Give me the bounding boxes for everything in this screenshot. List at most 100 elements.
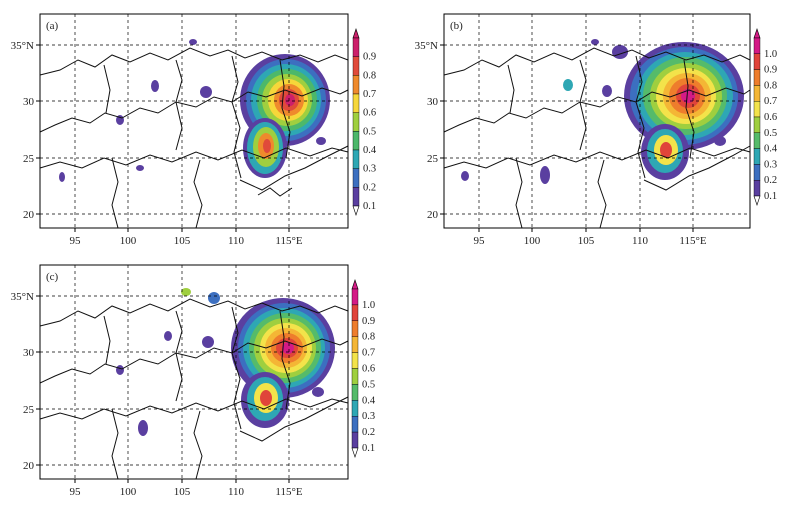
colorbar-label: 0.4 bbox=[363, 145, 377, 156]
colorbar-swatch bbox=[351, 336, 359, 353]
colorbar-swatch bbox=[753, 69, 761, 86]
panel-label: (a) bbox=[46, 20, 59, 32]
colorbar-label: 0.3 bbox=[362, 411, 375, 422]
map-frame-outline bbox=[39, 13, 349, 229]
colorbar-swatch bbox=[351, 304, 359, 321]
colorbar-top-extension bbox=[351, 279, 359, 290]
colorbar-top-extension bbox=[352, 28, 360, 39]
colorbar-swatch bbox=[753, 164, 761, 181]
colorbar-label: 0.8 bbox=[764, 80, 777, 91]
y-tick-label: 20 bbox=[23, 209, 35, 221]
colorbar-bottom-extension bbox=[753, 195, 761, 206]
colorbar-label: 0.4 bbox=[362, 395, 376, 406]
colorbar-swatch bbox=[352, 168, 360, 188]
colorbar-label: 0.2 bbox=[362, 427, 375, 438]
colorbar-swatch bbox=[753, 116, 761, 134]
y-tick-label: 25 bbox=[23, 404, 35, 416]
colorbar-label: 0.3 bbox=[764, 159, 777, 170]
x-tick-label: 105 bbox=[174, 235, 191, 247]
colorbar-swatch bbox=[352, 56, 360, 76]
precipitation-field bbox=[59, 39, 330, 182]
x-tick-label: 115°E bbox=[275, 486, 302, 498]
colorbar-label: 0.8 bbox=[363, 70, 376, 81]
y-tick-label: 30 bbox=[23, 347, 35, 359]
colorbar: 0.9 0.8 0.7 0.6 0.5 0.4 0.3 0.2 0.1 bbox=[352, 28, 377, 216]
y-tick-label: 30 bbox=[23, 96, 35, 108]
province-borders bbox=[39, 298, 349, 480]
colorbar-label: 0.5 bbox=[362, 379, 375, 390]
colorbar-swatch bbox=[352, 75, 360, 95]
colorbar-swatch bbox=[351, 416, 359, 433]
y-axis: 35°N 30 25 20 bbox=[11, 291, 40, 472]
colorbar-swatch bbox=[753, 179, 761, 197]
province-borders bbox=[39, 47, 349, 229]
x-axis: 95 100 105 110 115°E bbox=[70, 228, 303, 247]
y-tick-label: 20 bbox=[427, 209, 439, 221]
colorbar-bottom-extension bbox=[351, 447, 359, 458]
precipitation-field bbox=[116, 288, 335, 436]
colorbar-swatch bbox=[352, 131, 360, 151]
colorbar-label: 1.0 bbox=[362, 300, 375, 311]
colorbar-swatch bbox=[753, 148, 761, 165]
y-tick-label: 35°N bbox=[415, 40, 438, 52]
colorbar-swatch bbox=[352, 112, 360, 132]
y-tick-label: 25 bbox=[23, 153, 35, 165]
colorbar-label: 0.1 bbox=[362, 443, 375, 454]
colorbar-swatch bbox=[753, 85, 761, 102]
x-tick-label: 110 bbox=[632, 235, 649, 247]
colorbar-label: 0.1 bbox=[764, 191, 777, 202]
colorbar-label: 0.3 bbox=[363, 164, 376, 175]
colorbar-label: 0.9 bbox=[363, 52, 376, 63]
colorbar: 1.0 0.9 0.8 0.7 0.6 0.5 0.4 0.3 0.2 0.1 bbox=[753, 28, 778, 206]
x-tick-label: 100 bbox=[120, 486, 137, 498]
panel-label: (b) bbox=[450, 20, 463, 32]
panel-b: (b) 95 100 105 110 115°E 35°N 30 25 20 1.0 0.9 0.… bbox=[415, 13, 778, 247]
colorbar-label: 0.2 bbox=[363, 182, 376, 193]
colorbar-swatch bbox=[351, 384, 359, 401]
x-tick-label: 100 bbox=[120, 235, 137, 247]
x-tick-label: 105 bbox=[578, 235, 595, 247]
y-tick-label: 25 bbox=[427, 153, 439, 165]
map-frame-outline bbox=[443, 13, 751, 229]
colorbar-label: 0.6 bbox=[363, 108, 376, 119]
x-tick-label: 100 bbox=[524, 235, 541, 247]
x-tick-label: 95 bbox=[70, 235, 82, 247]
y-tick-label: 30 bbox=[427, 96, 439, 108]
x-tick-label: 115°E bbox=[275, 235, 302, 247]
map-grid bbox=[444, 14, 750, 228]
panel-label: (c) bbox=[46, 271, 59, 283]
x-tick-label: 95 bbox=[474, 235, 486, 247]
x-tick-label: 110 bbox=[228, 235, 245, 247]
colorbar-swatch bbox=[351, 288, 359, 306]
colorbar-swatch bbox=[351, 352, 359, 369]
colorbar-label: 0.7 bbox=[764, 96, 777, 107]
x-axis: 95 100 105 110 115°E bbox=[474, 228, 707, 247]
map-frame-outline bbox=[39, 264, 349, 480]
colorbar-label: 0.9 bbox=[764, 65, 777, 76]
colorbar: 1.0 0.9 0.8 0.7 0.6 0.5 0.4 0.3 0.2 0.1 bbox=[351, 279, 376, 458]
colorbar-label: 0.5 bbox=[363, 126, 376, 137]
panel-c: (c) 95 100 105 110 115°E 35°N 30 25 20 1.0 0.9 0.… bbox=[11, 264, 376, 498]
y-axis: 35°N 30 25 20 bbox=[11, 40, 40, 221]
colorbar-swatch bbox=[351, 368, 359, 385]
y-tick-label: 20 bbox=[23, 460, 35, 472]
colorbar-top-extension bbox=[753, 28, 761, 39]
colorbar-bottom-extension bbox=[352, 205, 360, 216]
colorbar-swatch bbox=[352, 37, 360, 57]
colorbar-swatch bbox=[352, 187, 360, 207]
colorbar-label: 0.9 bbox=[362, 316, 375, 327]
colorbar-label: 0.8 bbox=[362, 332, 375, 343]
colorbar-label: 0.5 bbox=[764, 128, 777, 139]
colorbar-label: 1.0 bbox=[764, 49, 777, 60]
colorbar-label: 0.6 bbox=[362, 364, 375, 375]
x-tick-label: 95 bbox=[70, 486, 82, 498]
colorbar-swatch bbox=[753, 100, 761, 118]
x-tick-label: 115°E bbox=[679, 235, 706, 247]
province-borders bbox=[443, 47, 751, 229]
colorbar-label: 0.7 bbox=[363, 89, 376, 100]
x-tick-label: 110 bbox=[228, 486, 245, 498]
colorbar-label: 0.4 bbox=[764, 144, 778, 155]
colorbar-swatch bbox=[753, 132, 761, 149]
precipitation-field bbox=[461, 39, 744, 184]
